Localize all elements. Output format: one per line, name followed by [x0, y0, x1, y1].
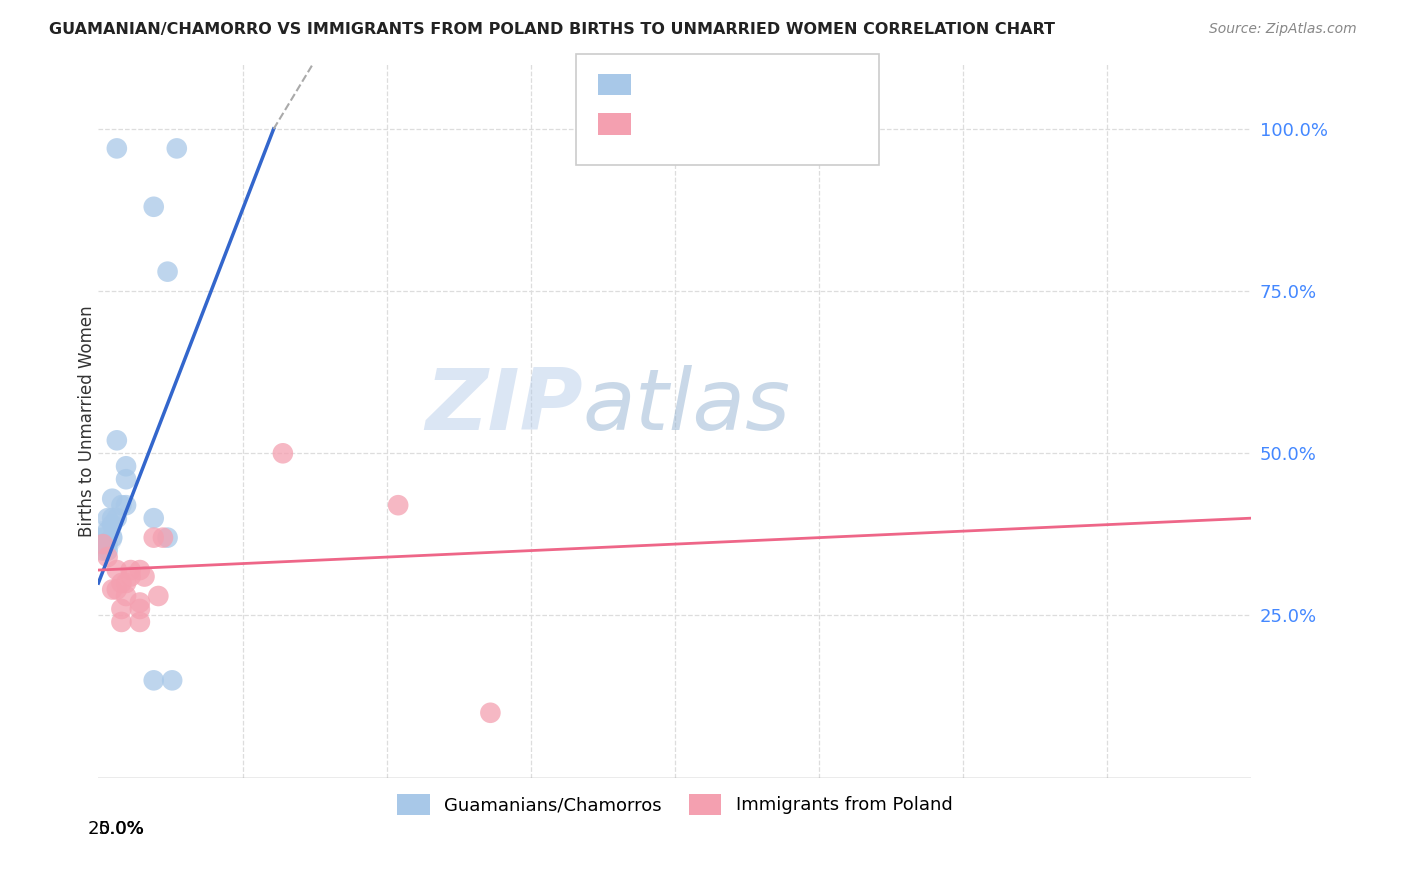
Point [120, 569, 142, 583]
Point [128, 602, 150, 616]
Point [115, 459, 138, 474]
Point [91, 543, 114, 558]
Point [97, 537, 120, 551]
Point [115, 498, 138, 512]
Point [128, 615, 150, 629]
Point [142, 673, 165, 688]
Point [479, 706, 502, 720]
Point [152, 531, 174, 545]
Point [134, 569, 156, 583]
Point [120, 563, 142, 577]
Point [166, 141, 188, 155]
Point [110, 576, 132, 591]
Point [115, 589, 138, 603]
Point [91, 531, 114, 545]
Text: R = 0.090: R = 0.090 [640, 113, 738, 131]
Y-axis label: Births to Unmarried Women: Births to Unmarried Women [79, 305, 96, 537]
Point [94, 531, 117, 545]
Point [105, 511, 128, 525]
Point [91, 537, 114, 551]
Point [271, 446, 294, 460]
Point [128, 563, 150, 577]
Legend: Guamanians/Chamorros, Immigrants from Poland: Guamanians/Chamorros, Immigrants from Po… [389, 787, 960, 822]
Point [142, 531, 165, 545]
Text: ZIP: ZIP [425, 365, 582, 448]
Point [97, 543, 120, 558]
Text: R = 0.453: R = 0.453 [640, 74, 738, 92]
Point [97, 511, 120, 525]
Point [105, 141, 128, 155]
Text: Source: ZipAtlas.com: Source: ZipAtlas.com [1209, 22, 1357, 37]
Point [105, 434, 128, 448]
Text: 25.0%: 25.0% [87, 821, 145, 838]
Text: N = 24: N = 24 [766, 74, 834, 92]
Text: GUAMANIAN/CHAMORRO VS IMMIGRANTS FROM POLAND BIRTHS TO UNMARRIED WOMEN CORRELATI: GUAMANIAN/CHAMORRO VS IMMIGRANTS FROM PO… [49, 22, 1056, 37]
Point [387, 498, 409, 512]
Point [110, 498, 132, 512]
Point [142, 511, 165, 525]
Point [115, 576, 138, 591]
Point [101, 582, 124, 597]
Point [160, 673, 183, 688]
Point [105, 582, 128, 597]
Point [156, 265, 179, 279]
Point [101, 517, 124, 532]
Point [101, 491, 124, 506]
Point [105, 563, 128, 577]
Point [91, 537, 114, 551]
Point [156, 531, 179, 545]
Text: N = 23: N = 23 [766, 113, 834, 131]
Point [97, 550, 120, 565]
Text: 0.0%: 0.0% [98, 821, 143, 838]
Point [148, 589, 170, 603]
Point [110, 602, 132, 616]
Point [101, 511, 124, 525]
Point [128, 595, 150, 609]
Point [110, 615, 132, 629]
Point [97, 524, 120, 538]
Text: atlas: atlas [582, 365, 790, 448]
Point [115, 472, 138, 486]
Point [101, 531, 124, 545]
Point [142, 200, 165, 214]
